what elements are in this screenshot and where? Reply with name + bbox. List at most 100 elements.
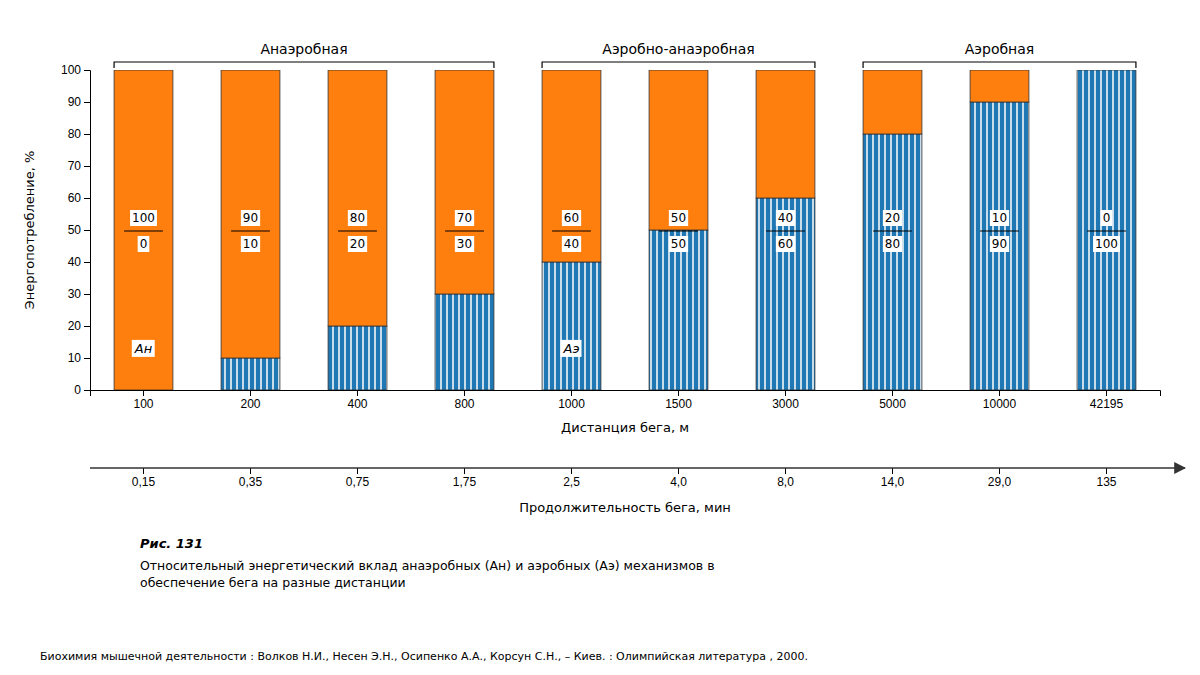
bar	[1077, 70, 1136, 71]
tick-label: 100	[61, 63, 81, 77]
duration-axis-title: Продолжительность бега, мин	[519, 500, 731, 515]
data-label-group: 0	[138, 236, 150, 252]
axis-line	[91, 391, 1161, 397]
data-label-group: 60	[776, 236, 795, 252]
x-tick: 800	[454, 390, 474, 411]
y-axis: 0102030405060708090100	[61, 63, 91, 397]
tick-label: 1,75	[453, 475, 477, 489]
y-tick: 0	[74, 383, 90, 397]
tick-mark	[785, 468, 786, 474]
bar	[328, 326, 387, 390]
labels: 0100109020803070406050506040802090101000…	[124, 210, 1126, 357]
tick-label: 0,15	[132, 475, 156, 489]
caption: Относительный энергетический вклад анаэр…	[140, 558, 715, 590]
data-label: 10	[992, 211, 1007, 225]
bar	[221, 70, 280, 358]
data-label: 40	[564, 237, 579, 251]
tick-label: 70	[68, 159, 82, 173]
duration-tick: 0,75	[346, 468, 370, 489]
tick-label: 4,0	[670, 475, 687, 489]
bar	[863, 70, 922, 134]
annotation: Ан	[134, 341, 153, 356]
zone-label: Анаэробная	[260, 41, 347, 57]
duration-tick: 1,75	[453, 468, 477, 489]
label-bg	[776, 210, 795, 226]
data-label-group: 60	[562, 210, 581, 226]
data-label-group: 0	[1101, 210, 1113, 226]
caption-title: Рис. 131	[140, 536, 203, 551]
data-label-group: 90	[990, 236, 1009, 252]
annotation: Аэ	[562, 341, 579, 356]
tick-label: 30	[68, 287, 82, 301]
x-tick: 10000	[983, 390, 1017, 411]
tick-label: 1500	[665, 397, 692, 411]
zones: АнаэробнаяАэробно-анаэробнаяАэробная	[114, 41, 1136, 68]
label-bg	[776, 236, 795, 252]
x-tick: 3000	[772, 390, 799, 411]
label-bg	[990, 210, 1009, 226]
tick-mark	[464, 468, 465, 474]
tick-mark	[999, 468, 1000, 474]
data-label: 100	[132, 211, 155, 225]
bar	[542, 70, 601, 262]
label-bg	[669, 236, 688, 252]
bar	[756, 70, 815, 198]
tick-mark	[84, 134, 90, 135]
zone-label: Аэробно-анаэробная	[602, 41, 754, 57]
x-tick: 200	[240, 390, 260, 411]
label-bg	[455, 236, 474, 252]
annotation-group: Аэ	[560, 340, 581, 357]
data-label: 60	[778, 237, 793, 251]
duration-tick: 2,5	[563, 468, 580, 489]
label-bg	[1101, 210, 1113, 226]
data-label: 60	[564, 211, 579, 225]
tick-mark	[571, 390, 572, 396]
bar	[542, 262, 601, 390]
source: Биохимия мышечной деятельности : Волков …	[40, 650, 808, 663]
bar	[863, 134, 922, 390]
label-bg	[241, 210, 260, 226]
data-label: 90	[243, 211, 258, 225]
bar	[328, 70, 387, 326]
y-axis-title: Энергопотребление, %	[22, 151, 37, 310]
bar	[114, 70, 173, 390]
duration-tick: 0,15	[132, 468, 156, 489]
series-bars	[114, 70, 1029, 390]
data-label-group: 80	[883, 236, 902, 252]
x-tick: 42195	[1090, 390, 1124, 411]
y-tick: 70	[68, 159, 90, 173]
tick-label: 400	[347, 397, 367, 411]
tick-label: 90	[68, 95, 82, 109]
tick-label: 14,0	[881, 475, 905, 489]
bar	[649, 230, 708, 390]
fraction-line	[659, 231, 698, 232]
tick-mark	[357, 390, 358, 396]
data-label: 20	[350, 237, 365, 251]
x-tick: 5000	[879, 390, 906, 411]
data-label-group: 10	[241, 236, 260, 252]
data-label-group: 80	[348, 210, 367, 226]
duration-tick: 4,0	[670, 468, 687, 489]
tick-mark	[84, 166, 90, 167]
label-bg	[348, 210, 367, 226]
y-tick: 10	[68, 351, 90, 365]
label-bg	[241, 236, 260, 252]
tick-mark	[785, 390, 786, 396]
tick-mark	[999, 390, 1000, 396]
tick-label: 10000	[983, 397, 1017, 411]
label-bg	[883, 210, 902, 226]
x-tick: 1000	[558, 390, 585, 411]
caption-line: Относительный энергетический вклад анаэр…	[140, 558, 715, 573]
fraction-line	[338, 231, 377, 232]
fraction-line	[231, 231, 270, 232]
tick-mark	[84, 230, 90, 231]
duration-axis: 0,150,350,751,752,54,08,014,029,0135	[132, 468, 1117, 489]
tick-label: 135	[1096, 475, 1116, 489]
duration-tick: 8,0	[777, 468, 794, 489]
data-label: 90	[992, 237, 1007, 251]
zone-bracket	[542, 62, 815, 68]
tick-mark	[84, 198, 90, 199]
label-bg	[883, 236, 902, 252]
tick-mark	[678, 390, 679, 396]
tick-label: 200	[240, 397, 260, 411]
